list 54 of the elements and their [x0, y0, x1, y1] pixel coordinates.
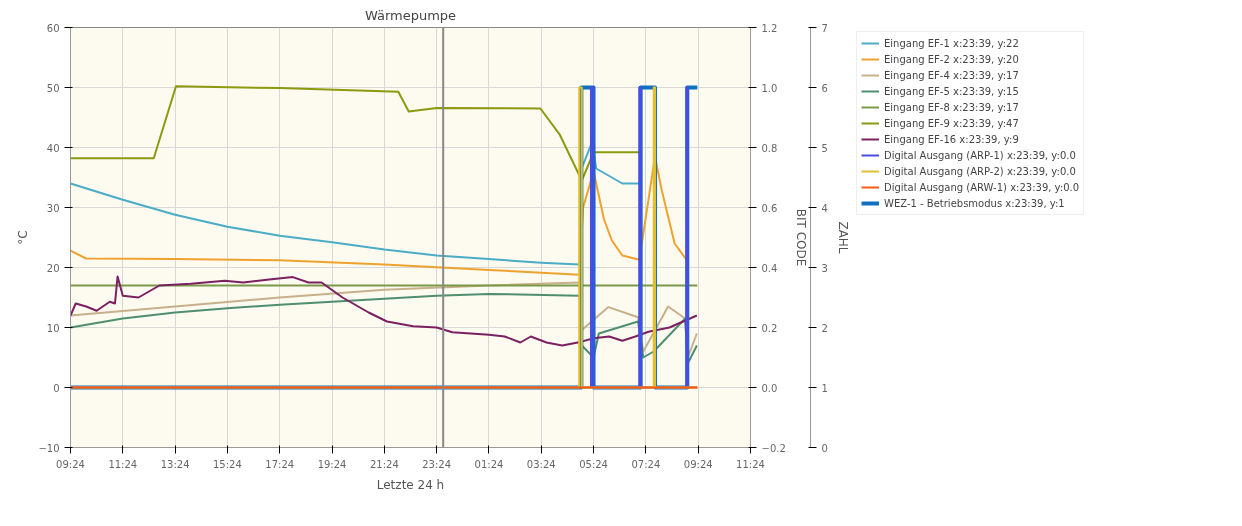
y2-tick-label: −0.2: [761, 442, 786, 454]
y2-tick-label: 0.0: [761, 382, 778, 394]
x-tick-label: 13:24: [160, 458, 190, 470]
x-tick-label: 11:24: [108, 458, 138, 470]
x-tick-label: 15:24: [213, 458, 242, 470]
y-tick-label: 20: [46, 262, 60, 274]
y-tick-label: 40: [46, 142, 60, 154]
x-tick-label: 23:24: [422, 458, 452, 470]
y-tick-label: 0: [53, 382, 60, 394]
y3-tick-label: 0: [821, 442, 828, 454]
x-tick-label: 19:24: [317, 458, 347, 470]
y-tick-label: 50: [46, 82, 60, 94]
x-tick-label: 09:24: [56, 458, 85, 470]
legend-label: Eingang EF-8 x:23:39, y:17: [884, 100, 1019, 114]
legend-label: Digital Ausgang (ARP-2) x:23:39, y:0.0: [884, 164, 1076, 178]
y2-axis-title: BIT CODE: [793, 208, 808, 267]
legend-label: Eingang EF-16 x:23:39, y:9: [884, 132, 1019, 146]
chart-title: Wärmepumpe: [364, 7, 457, 23]
x-tick-label: 07:24: [631, 458, 661, 470]
x-tick-label: 01:24: [474, 458, 504, 470]
y2-tick-label: 1.2: [761, 22, 778, 34]
y-tick-label: 30: [46, 202, 60, 214]
y3-tick-label: 6: [821, 82, 828, 94]
y2-tick-label: 1.0: [761, 82, 778, 94]
x-tick-label: 03:24: [526, 458, 556, 470]
y2-tick-label: 0.6: [761, 202, 778, 214]
legend-label: Eingang EF-9 x:23:39, y:47: [884, 116, 1019, 130]
y3-axis-title: ZAHL: [835, 221, 850, 254]
y3-tick-label: 2: [821, 322, 828, 334]
legend-label: Eingang EF-2 x:23:39, y:20: [884, 52, 1019, 66]
y-tick-label: 10: [46, 322, 60, 334]
x-tick-label: 21:24: [369, 458, 399, 470]
y2-tick-label: 0.8: [761, 142, 778, 154]
x-tick-label: 17:24: [265, 458, 295, 470]
y3-tick-label: 5: [821, 142, 828, 154]
legend-label: Digital Ausgang (ARW-1) x:23:39, y:0.0: [884, 180, 1080, 194]
y3-tick-label: 4: [821, 202, 828, 214]
x-tick-label: 05:24: [579, 458, 608, 470]
y-tick-label: −10: [38, 442, 60, 454]
y3-tick-label: 1: [821, 382, 828, 394]
legend-label: Digital Ausgang (ARP-1) x:23:39, y:0.0: [884, 148, 1076, 162]
y-axis-title: °C: [16, 230, 31, 245]
x-axis-title: Letzte 24 h: [376, 477, 445, 492]
y2-tick-label: 0.4: [761, 262, 778, 274]
legend-label: WEZ-1 - Betriebsmodus x:23:39, y:1: [884, 196, 1065, 210]
legend-label: Eingang EF-1 x:23:39, y:22: [884, 36, 1019, 50]
y2-tick-label: 0.2: [761, 322, 778, 334]
x-tick-label: 11:24: [736, 458, 765, 470]
y-tick-label: 60: [46, 22, 60, 34]
y3-tick-label: 3: [821, 262, 828, 274]
legend-label: Eingang EF-5 x:23:39, y:15: [884, 84, 1019, 98]
y3-tick-label: 7: [821, 22, 828, 34]
x-tick-label: 09:24: [683, 458, 713, 470]
legend-label: Eingang EF-4 x:23:39, y:17: [884, 68, 1019, 82]
